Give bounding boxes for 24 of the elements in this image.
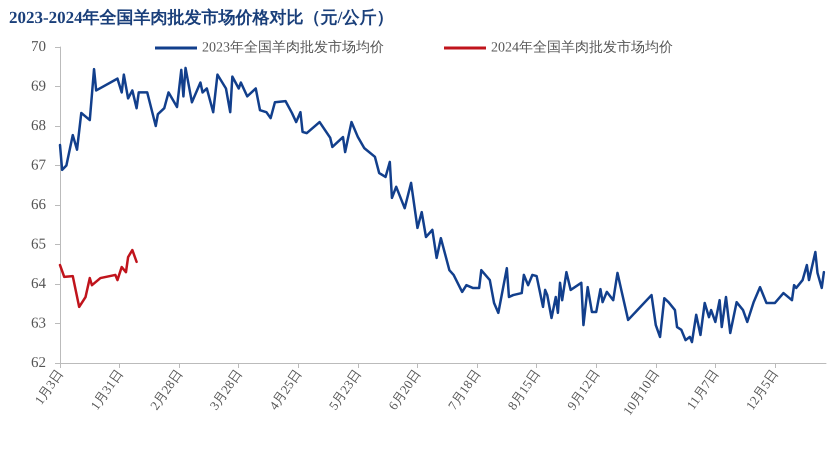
x-tick-label: 2月28日 (146, 366, 186, 413)
y-tick-label: 68 (31, 118, 46, 134)
chart-title: 2023-2024年全国羊肉批发市场价格对比（元/公斤） (9, 8, 394, 27)
x-tick-label: 4月25日 (266, 366, 304, 413)
y-tick-label: 63 (31, 316, 46, 332)
x-tick-label: 3月28日 (206, 366, 245, 413)
x-tick-label: 9月12日 (564, 366, 602, 413)
x-tick-label: 1月31日 (87, 366, 126, 413)
y-tick-label: 70 (31, 39, 46, 55)
y-tick-label: 66 (31, 197, 46, 213)
x-tick-label: 6月20日 (385, 366, 424, 413)
legend-label: 2024年全国羊肉批发市场均价 (491, 40, 673, 56)
x-tick-label: 5月23日 (326, 366, 364, 413)
y-tick-label: 64 (31, 276, 46, 292)
y-tick-label: 65 (31, 236, 46, 252)
x-tick-label: 8月15日 (504, 366, 543, 413)
x-tick-label: 7月18日 (444, 366, 484, 413)
y-tick-label: 67 (31, 158, 46, 174)
x-tick-label: 12月5日 (742, 366, 782, 413)
x-tick-label: 11月7日 (683, 366, 722, 412)
line-series (58, 248, 138, 308)
y-tick-label: 69 (31, 78, 46, 94)
legend-label: 2023年全国羊肉批发市场均价 (202, 40, 384, 56)
x-tick-label: 10月10日 (620, 366, 662, 418)
